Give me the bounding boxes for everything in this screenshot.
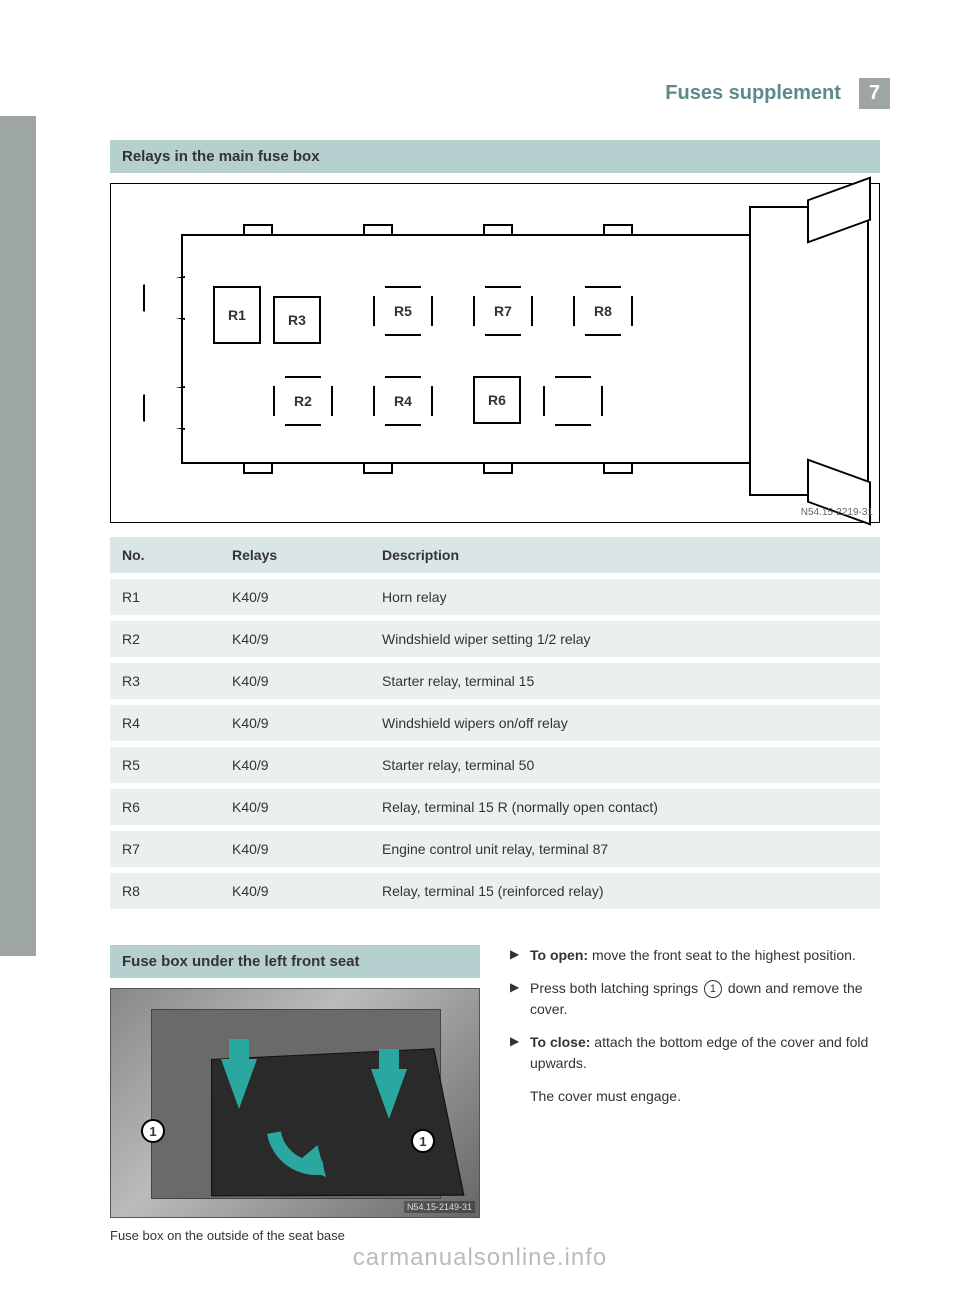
table-cell: K40/9 — [220, 702, 370, 744]
instruction-item: ▶ Press both latching springs 1 down and… — [510, 978, 880, 1020]
section-bar-relays: Relays in the main fuse box — [110, 140, 880, 173]
two-column-section: Fuse box under the left front seat 1 1 N… — [110, 945, 880, 1243]
table-cell: K40/9 — [220, 744, 370, 786]
table-row: R4K40/9Windshield wipers on/off relay — [110, 702, 880, 744]
relay-R3: R3 — [273, 296, 321, 344]
bold-label: To close: — [530, 1034, 590, 1050]
table-cell: Horn relay — [370, 576, 880, 618]
table-cell: Engine control unit relay, terminal 87 — [370, 828, 880, 870]
tab — [363, 224, 393, 234]
seat-photo: 1 1 N54.15-2149-31 — [110, 988, 480, 1218]
tab — [243, 224, 273, 234]
instruction-item: ▶ To open: move the front seat to the hi… — [510, 945, 880, 966]
tab — [603, 224, 633, 234]
page-number: 7 — [859, 78, 890, 109]
table-cell: Relay, terminal 15 R (normally open cont… — [370, 786, 880, 828]
col-relays: Relays — [220, 537, 370, 576]
instruction-note: The cover must engage. — [530, 1086, 880, 1107]
page-header: Fuses supplement 7 — [665, 78, 890, 109]
instruction-text: To close: attach the bottom edge of the … — [530, 1032, 880, 1074]
table-row: R3K40/9Starter relay, terminal 15 — [110, 660, 880, 702]
table-cell: R5 — [110, 744, 220, 786]
main-content: Relays in the main fuse box R1 R3 R5 R7 … — [110, 140, 880, 1243]
bold-label: To open: — [530, 947, 588, 963]
relay-R2: R2 — [273, 376, 333, 426]
relay-table: No. Relays Description R1K40/9Horn relay… — [110, 537, 880, 915]
fuse-box-body: R1 R3 R5 R7 R8 R2 R4 R6 — [181, 234, 751, 464]
relay-R5: R5 — [373, 286, 433, 336]
photo-caption: Fuse box on the outside of the seat base — [110, 1228, 480, 1243]
table-cell: Windshield wipers on/off relay — [370, 702, 880, 744]
relay-diagram: R1 R3 R5 R7 R8 R2 R4 R6 N54.15-2219-31 — [110, 183, 880, 523]
arrow-down-icon — [221, 1059, 257, 1109]
left-column: Fuse box under the left front seat 1 1 N… — [110, 945, 480, 1243]
table-cell: K40/9 — [220, 576, 370, 618]
table-cell: K40/9 — [220, 618, 370, 660]
watermark: carmanualsonline.info — [0, 1244, 960, 1272]
right-column: ▶ To open: move the front seat to the hi… — [510, 945, 880, 1243]
table-cell: K40/9 — [220, 786, 370, 828]
text: move the front seat to the highest posit… — [588, 947, 856, 963]
relay-R1: R1 — [213, 286, 261, 344]
triangle-icon: ▶ — [510, 945, 530, 966]
tab — [603, 464, 633, 474]
relay-R7: R7 — [473, 286, 533, 336]
callout-1: 1 — [411, 1129, 435, 1153]
arrow-down-icon — [371, 1069, 407, 1119]
tab — [483, 464, 513, 474]
table-cell: R1 — [110, 576, 220, 618]
callout-1: 1 — [141, 1119, 165, 1143]
col-no: No. — [110, 537, 220, 576]
instruction-text: Press both latching springs 1 down and r… — [530, 978, 880, 1020]
table-row: R6K40/9Relay, terminal 15 R (normally op… — [110, 786, 880, 828]
instruction-text: To open: move the front seat to the high… — [530, 945, 880, 966]
table-cell: Starter relay, terminal 15 — [370, 660, 880, 702]
tab — [483, 224, 513, 234]
table-row: R1K40/9Horn relay — [110, 576, 880, 618]
table-row: R7K40/9Engine control unit relay, termin… — [110, 828, 880, 870]
instruction-item: ▶ To close: attach the bottom edge of th… — [510, 1032, 880, 1074]
table-row: R2K40/9Windshield wiper setting 1/2 rela… — [110, 618, 880, 660]
table-cell: Windshield wiper setting 1/2 relay — [370, 618, 880, 660]
table-cell: Relay, terminal 15 (reinforced relay) — [370, 870, 880, 912]
diagram-id: N54.15-2219-31 — [801, 507, 873, 518]
tab — [243, 464, 273, 474]
header-title: Fuses supplement — [665, 82, 841, 105]
fuse-box-side — [749, 206, 869, 496]
table-row: R5K40/9Starter relay, terminal 50 — [110, 744, 880, 786]
table-cell: R2 — [110, 618, 220, 660]
table-cell: R8 — [110, 870, 220, 912]
table-cell: R4 — [110, 702, 220, 744]
table-cell: K40/9 — [220, 828, 370, 870]
section-bar-seat: Fuse box under the left front seat — [110, 945, 480, 978]
tab — [363, 464, 393, 474]
relay-R8: R8 — [573, 286, 633, 336]
triangle-icon: ▶ — [510, 978, 530, 1020]
text: Press both latching springs — [530, 980, 702, 996]
triangle-icon: ▶ — [510, 1032, 530, 1074]
table-cell: K40/9 — [220, 870, 370, 912]
table-cell: Starter relay, terminal 50 — [370, 744, 880, 786]
table-cell: R7 — [110, 828, 220, 870]
table-cell: K40/9 — [220, 660, 370, 702]
relay-R6: R6 — [473, 376, 521, 424]
table-header-row: No. Relays Description — [110, 537, 880, 576]
table-cell: R3 — [110, 660, 220, 702]
relay-R4: R4 — [373, 376, 433, 426]
left-margin-stripe — [0, 116, 36, 956]
relay-empty — [543, 376, 603, 426]
callout-ref-1: 1 — [704, 980, 722, 998]
table-cell: R6 — [110, 786, 220, 828]
table-row: R8K40/9Relay, terminal 15 (reinforced re… — [110, 870, 880, 912]
photo-id: N54.15-2149-31 — [404, 1201, 475, 1213]
col-desc: Description — [370, 537, 880, 576]
